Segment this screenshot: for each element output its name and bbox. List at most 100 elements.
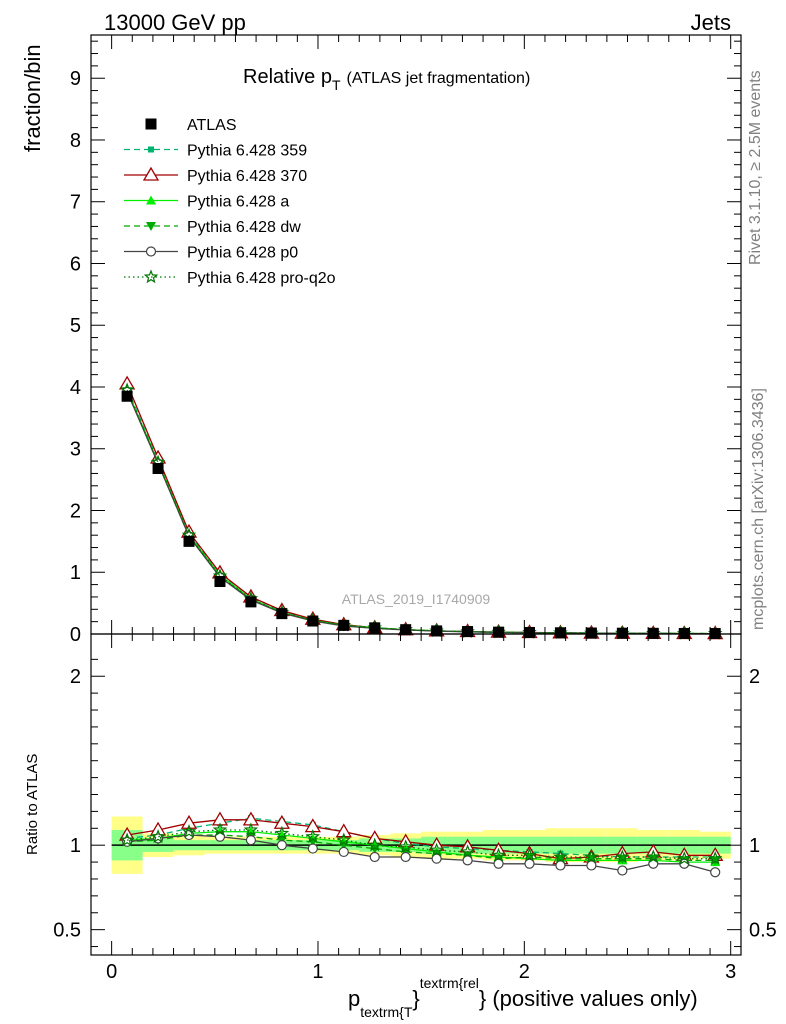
ratio-point-pq2o-10 — [429, 842, 444, 857]
ratio-line-pdw — [127, 834, 716, 862]
ratio-point-pp0-7 — [338, 846, 349, 858]
legend-label-p370: Pythia 6.428 370 — [187, 168, 307, 185]
legend-marker-pq2o — [143, 269, 159, 284]
main-y-tick-label: 6 — [70, 253, 81, 275]
data-point-atlas-11 — [462, 626, 474, 638]
main-y-tick-label: 9 — [70, 68, 81, 90]
data-point-atlas-2 — [183, 535, 195, 547]
ratio-point-pp0-12 — [493, 858, 504, 869]
legend-entry-p359: Pythia 6.428 359 — [124, 143, 307, 160]
x-tick-label: 2 — [519, 961, 530, 983]
ratio-point-pq2o-16 — [615, 849, 630, 864]
legend-entry-pp0: Pythia 6.428 p0 — [124, 245, 298, 262]
ratio-point-pq2o-13 — [522, 847, 537, 862]
ratio-point-pp0-8 — [369, 851, 380, 863]
main-y-tick-label: 8 — [70, 130, 81, 152]
ratio-point-pp0-6 — [307, 843, 318, 854]
data-point-atlas-9 — [400, 624, 412, 636]
analysis-watermark: ATLAS_2019_I1740909 — [342, 591, 491, 607]
ratio-point-pq2o-1 — [150, 829, 166, 843]
ratio-point-pq2o-18 — [676, 851, 692, 865]
legend-label-pp0: Pythia 6.428 p0 — [187, 245, 298, 262]
ratio-y-tick-label-right: 1 — [749, 835, 760, 857]
main-y-tick-label: 5 — [70, 315, 81, 337]
ratio-y-tick-label: 2 — [70, 666, 81, 688]
energy-label: 13000 GeV pp — [104, 10, 246, 35]
legend-label-pdw: Pythia 6.428 dw — [187, 219, 301, 236]
legend-marker-pdw — [146, 222, 156, 231]
main-y-tick-label: 7 — [70, 192, 81, 214]
main-y-tick-label: 2 — [70, 500, 81, 522]
ratio-point-p370-2 — [180, 814, 198, 829]
ratio-point-pq2o-11 — [460, 844, 475, 859]
ratio-y-axis-label: Ratio to ATLAS — [24, 754, 41, 855]
source-note: mcplots.cern.ch [arXiv:1306.3436] — [750, 388, 767, 630]
ratio-point-pq2o-9 — [398, 839, 413, 854]
ratio-y-tick-label: 1 — [70, 835, 81, 857]
legend-marker-p359 — [148, 146, 154, 153]
rivet-version-note: Rivet 3.1.10, ≥ 2.5M events — [747, 70, 764, 265]
ratio-point-pq2o-12 — [491, 847, 506, 862]
ratio-point-pp0-5 — [276, 840, 287, 851]
legend-entry-pq2o: Pythia 6.428 pro-q2o — [124, 269, 336, 287]
ratio-panel — [111, 816, 731, 874]
main-y-tick-label: 1 — [70, 562, 81, 584]
plot-title-subscript: T — [332, 77, 341, 93]
ratio-point-pp0-14 — [555, 860, 566, 871]
legend-marker-p370 — [142, 166, 160, 181]
ratio-point-pp0-9 — [400, 851, 411, 863]
ratio-line-pa — [127, 831, 716, 863]
ratio-line-p370 — [126, 819, 716, 860]
ratio-y-tick-label: 0.5 — [53, 920, 81, 942]
ratio-point-pp0-19 — [710, 867, 721, 878]
ratio-panel-curves — [118, 811, 724, 878]
ratio-point-pp0-13 — [524, 858, 535, 869]
ratio-point-pq2o-17 — [646, 849, 661, 864]
main-y-tick-label: 4 — [70, 377, 81, 399]
legend-label-pq2o: Pythia 6.428 pro-q2o — [187, 270, 336, 287]
legend-entry-p370: Pythia 6.428 370 — [124, 166, 307, 185]
data-point-atlas-6 — [307, 615, 319, 627]
data-point-atlas-5 — [276, 608, 288, 620]
plot-title-main: Relative p — [243, 66, 332, 88]
ratio-point-pp0-16 — [617, 865, 628, 876]
main-panel-frame: 0 1 2 3 4 5 6 7 8 9 — [70, 34, 742, 646]
data-point-atlas-10 — [431, 625, 443, 637]
ratio-y-tick-label-right: 0.5 — [749, 920, 777, 942]
legend-entry-pdw: Pythia 6.428 dw — [124, 219, 301, 236]
plot-title-rest: (ATLAS jet fragmentation) — [347, 70, 531, 87]
data-point-atlas-1 — [152, 463, 164, 475]
ratio-point-pp0-10 — [431, 853, 442, 864]
ratio-y-tick-label-right: 2 — [749, 666, 760, 688]
ratio-point-p370-7 — [335, 823, 352, 838]
legend: ATLAS Pythia 6.428 359 Pythia 6.428 370 Pyt… — [124, 117, 336, 287]
main-y-tick-label: 3 — [70, 439, 81, 461]
plot-title: Relative pT (ATLAS jet fragmentation) — [243, 66, 530, 93]
data-point-atlas-7 — [338, 619, 350, 631]
data-point-atlas-15 — [585, 627, 597, 639]
ratio-point-pq2o-5 — [274, 825, 290, 840]
main-y-tick-label: 0 — [70, 624, 81, 646]
ratio-point-pq2o-0 — [119, 832, 135, 847]
legend-label-atlas: ATLAS — [187, 117, 237, 134]
ratio-point-pq2o-3 — [212, 822, 228, 837]
legend-marker-pp0 — [145, 246, 157, 257]
x-axis-label-main: p — [348, 986, 360, 1011]
x-axis-label-rest: } (positive values only) — [479, 986, 698, 1011]
ratio-panel-frame: 0.5 0.5 1 1 2 2 0 1 2 3 — [53, 633, 777, 983]
ratio-line-pp0 — [127, 834, 716, 873]
ratio-point-pq2o-2 — [181, 824, 197, 838]
x-axis-label-subscript: textrm{T — [360, 1004, 413, 1020]
x-axis-label-brace: } — [412, 986, 419, 1011]
data-point-atlas-13 — [523, 626, 535, 638]
ratio-series-pq2o — [119, 822, 723, 865]
main-y-axis-label: fraction/bin — [20, 44, 45, 152]
data-point-atlas-14 — [554, 627, 566, 639]
x-tick-label: 3 — [725, 961, 736, 983]
data-point-atlas-17 — [647, 627, 659, 639]
data-point-atlas-16 — [616, 627, 628, 639]
legend-entry-pa: Pythia 6.428 a — [124, 194, 289, 211]
data-point-atlas-0 — [121, 390, 133, 402]
ratio-point-pp0-11 — [462, 855, 473, 866]
